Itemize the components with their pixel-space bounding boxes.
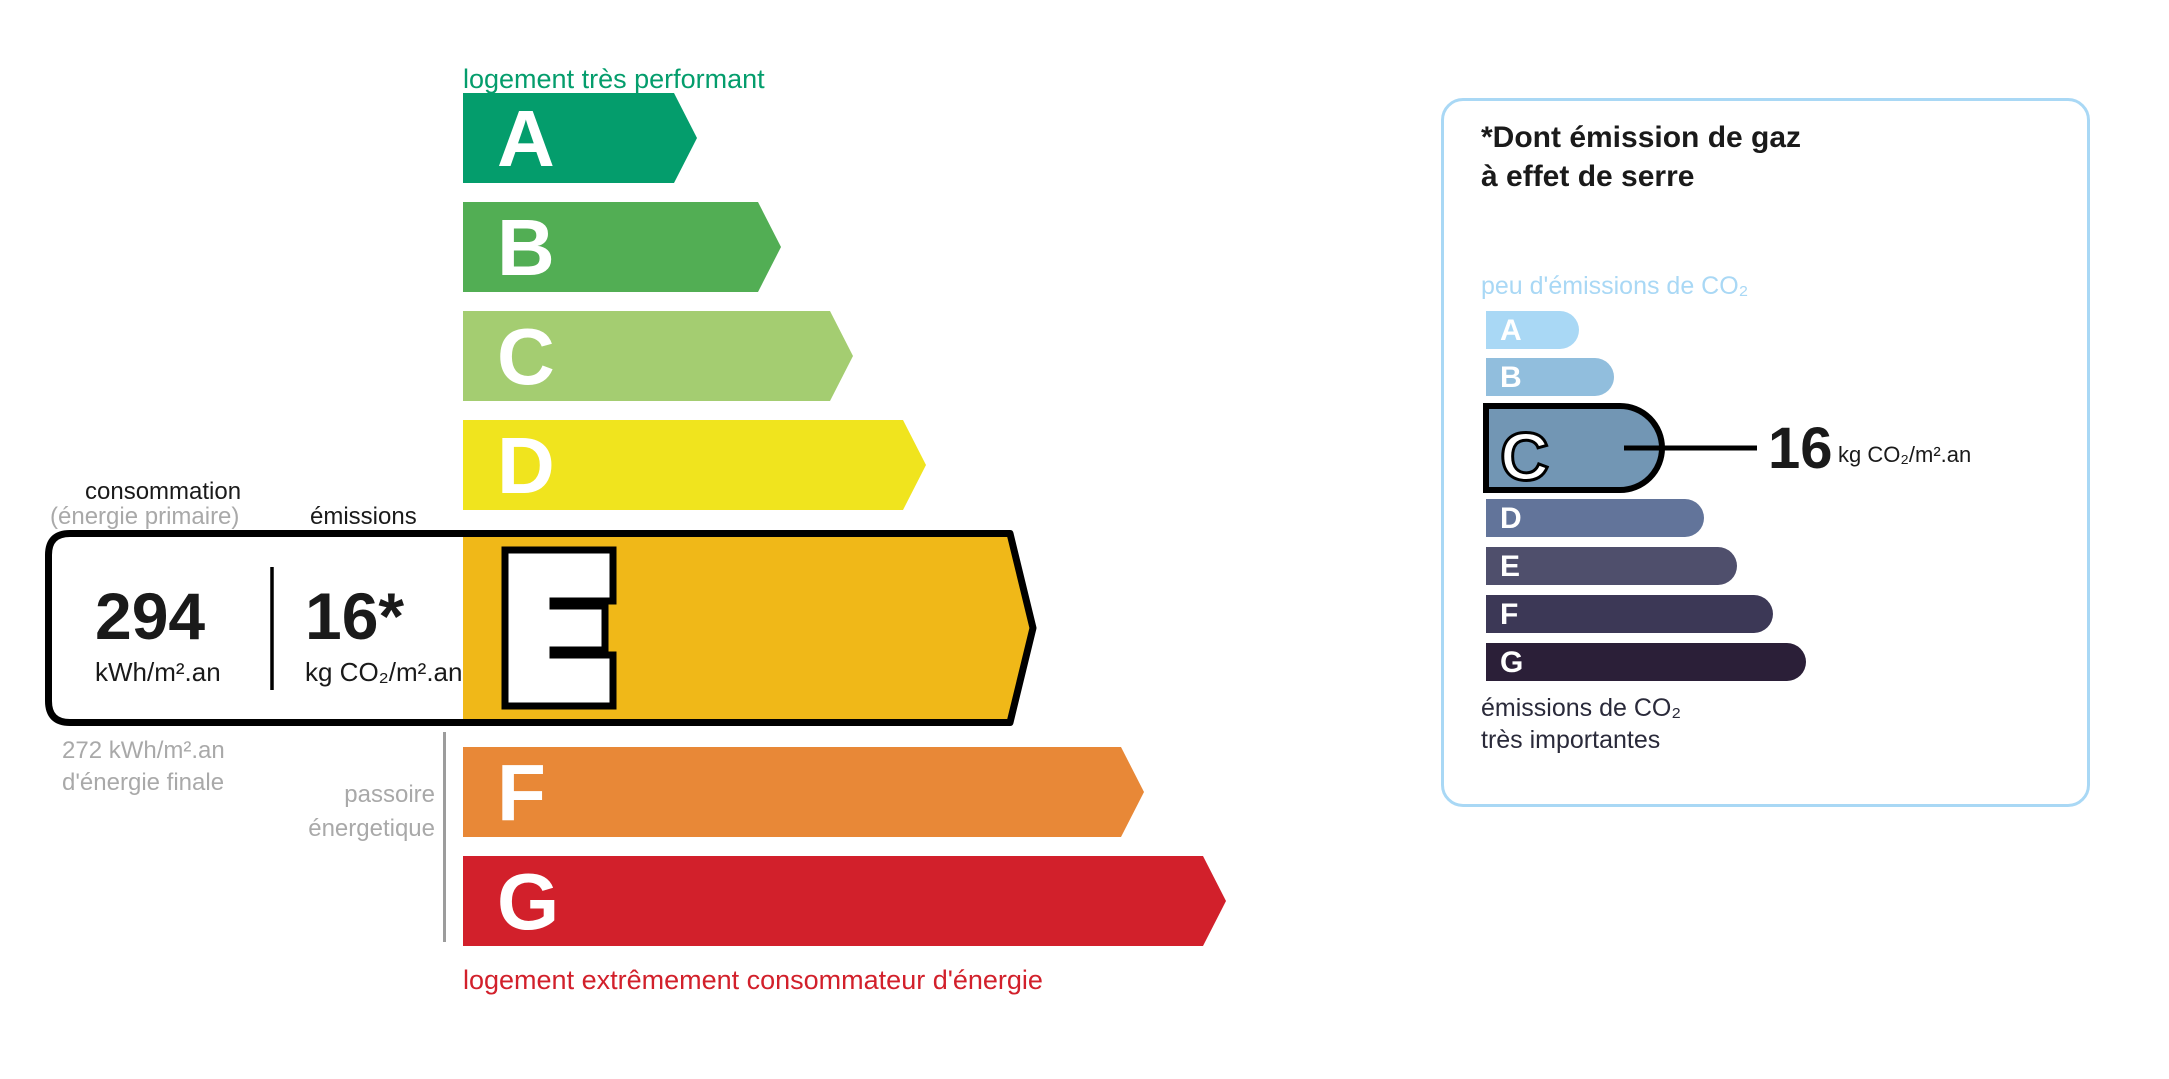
svg-text:F: F	[1500, 598, 1518, 631]
svg-text:16: 16	[1768, 416, 1833, 481]
svg-text:B: B	[1500, 361, 1522, 394]
svg-text:kg CO₂/m².an: kg CO₂/m².an	[1838, 442, 1971, 467]
svg-text:D: D	[1500, 502, 1522, 535]
svg-text:C: C	[1500, 419, 1549, 495]
svg-text:A: A	[1500, 314, 1522, 347]
svg-text:G: G	[1500, 646, 1523, 679]
svg-text:E: E	[1500, 550, 1520, 583]
